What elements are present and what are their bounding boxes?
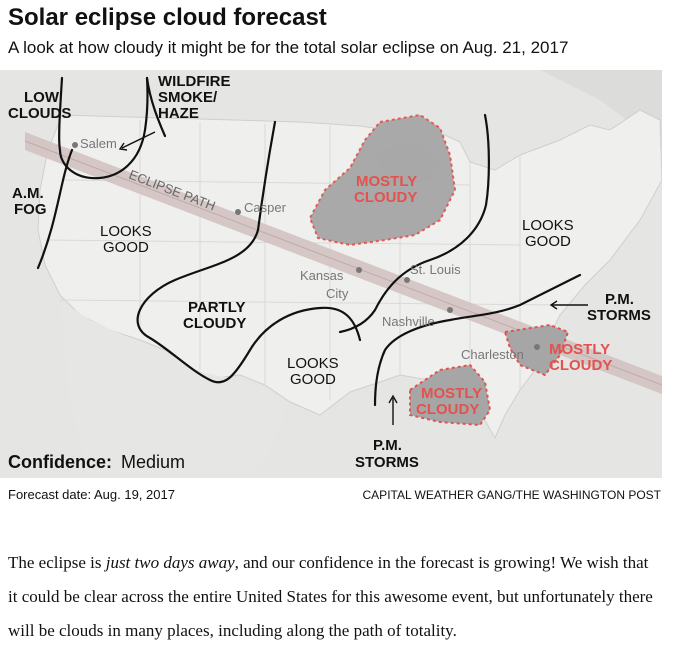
- label-looks-good-west-1: LOOKS: [100, 223, 152, 240]
- article-paragraph: The eclipse is just two days away, and o…: [8, 546, 658, 648]
- forecast-date: Forecast date: Aug. 19, 2017: [8, 487, 175, 502]
- city-charleston: Charleston: [461, 347, 524, 362]
- annotation-arrows: [118, 131, 588, 425]
- label-looks-good-south-2: GOOD: [290, 371, 336, 388]
- label-wildfire-2: SMOKE/: [158, 89, 218, 106]
- confidence-label: Confidence:: [8, 452, 112, 472]
- mostly-cloudy-southeast: [503, 323, 570, 377]
- label-pm-storms-south-1: P.M.: [373, 437, 402, 454]
- city-kansas-city-line2: City: [326, 286, 349, 301]
- city-dots: [72, 142, 540, 350]
- label-pm-storms-south-2: STORMS: [355, 454, 419, 471]
- label-mostly-cloudy-gulf-1: MOSTLY: [421, 385, 482, 402]
- mostly-cloudy-great-lakes: [308, 113, 457, 247]
- credit-line: CAPITAL WEATHER GANG/THE WASHINGTON POST: [362, 488, 661, 502]
- label-wildfire-3: HAZE: [158, 105, 199, 122]
- city-casper: Casper: [244, 200, 287, 215]
- label-am-fog-1: A.M.: [12, 185, 44, 202]
- mexico-land: [60, 300, 285, 478]
- label-mostly-cloudy-lakes-2: CLOUDY: [354, 189, 417, 206]
- canada-land: [0, 70, 662, 150]
- label-looks-good-west-2: GOOD: [103, 239, 149, 256]
- label-looks-good-east-1: LOOKS: [522, 217, 574, 234]
- label-partly-cloudy-2: CLOUDY: [183, 315, 246, 332]
- label-am-fog-2: FOG: [14, 201, 47, 218]
- svg-text:Confidence: Medium: Confidence: Medium: [8, 452, 185, 472]
- city-nashville: Nashville: [382, 314, 435, 329]
- page-subtitle: A look at how cloudy it might be for the…: [8, 38, 569, 57]
- page-title: Solar eclipse cloud forecast: [8, 4, 327, 31]
- article-emphasis: just two days away: [105, 553, 235, 572]
- label-mostly-cloudy-se-2: CLOUDY: [549, 357, 612, 374]
- label-mostly-cloudy-gulf-2: CLOUDY: [416, 401, 479, 418]
- label-partly-cloudy-1: PARTLY: [188, 299, 246, 316]
- article-text-b: , and our confidence in the forecast is …: [8, 553, 653, 640]
- eclipse-map: ECLIPSE PATH Salem Casper Kansas City St…: [0, 70, 662, 478]
- city-st-louis: St. Louis: [410, 262, 461, 277]
- label-pm-storms-east-2: STORMS: [587, 307, 651, 324]
- label-mostly-cloudy-lakes-1: MOSTLY: [356, 173, 417, 190]
- label-low-clouds-2: CLOUDS: [8, 105, 71, 122]
- forecast-boundaries: [36, 76, 582, 407]
- city-kansas-city-line1: Kansas: [300, 268, 344, 283]
- label-wildfire-1: WILDFIRE: [158, 73, 231, 90]
- city-salem: Salem: [80, 136, 117, 151]
- label-low-clouds-1: LOW: [24, 89, 60, 106]
- mostly-cloudy-gulf: [409, 363, 492, 427]
- article-text-a: The eclipse is: [8, 553, 106, 572]
- label-pm-storms-east-1: P.M.: [605, 291, 634, 308]
- label-looks-good-east-2: GOOD: [525, 233, 571, 250]
- confidence-value: Medium: [121, 452, 185, 472]
- label-looks-good-south-1: LOOKS: [287, 355, 339, 372]
- label-mostly-cloudy-se-1: MOSTLY: [549, 341, 610, 358]
